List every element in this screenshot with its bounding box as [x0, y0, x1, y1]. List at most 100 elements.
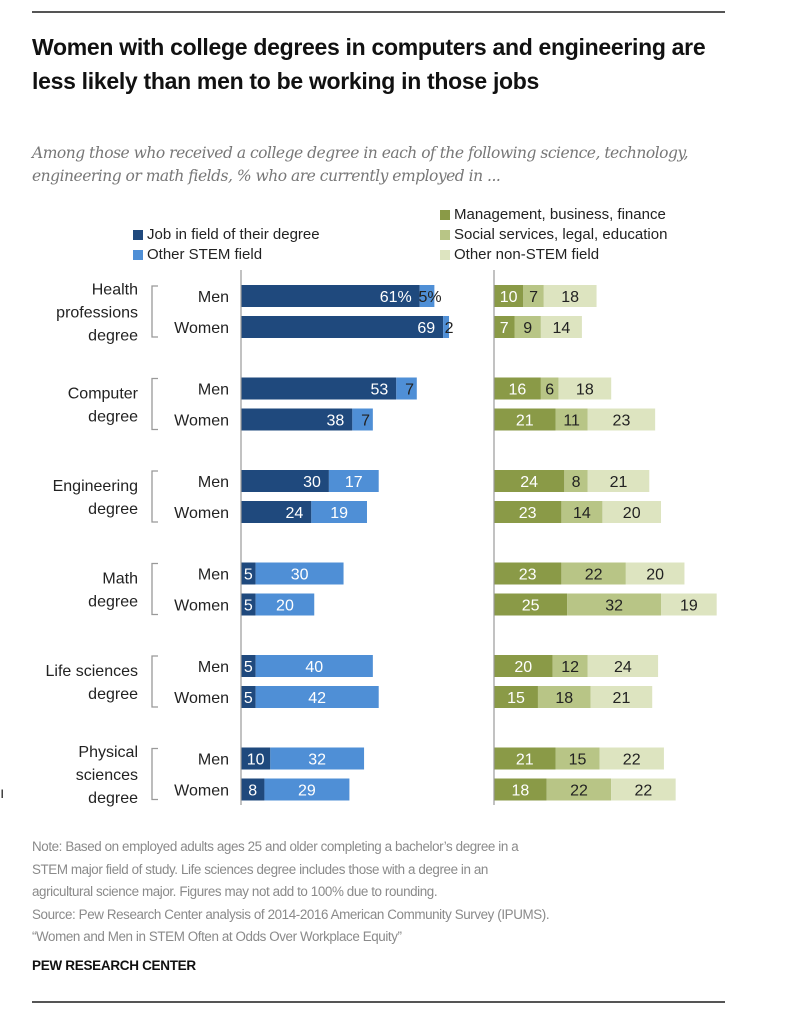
bar-segment: [241, 470, 329, 492]
bar-value-label: 40: [305, 659, 323, 676]
group-label-men: Men: [198, 289, 229, 306]
bar-segment: [587, 408, 656, 431]
group-label-men: Men: [198, 382, 229, 399]
bar-segment: [241, 501, 312, 523]
bar-value-label: 7: [529, 289, 538, 306]
bar-value-label: 22: [623, 752, 641, 769]
bar-segment: [352, 408, 373, 431]
brand-logo-text: PEW RESEARCH CENTER: [32, 958, 196, 973]
bar-value-label: 12: [561, 659, 579, 676]
bar-segment: [555, 747, 600, 770]
bar-segment: [494, 470, 565, 492]
bar-segment: [328, 470, 379, 492]
group-label-men: Men: [198, 659, 229, 676]
note-line: agricultural science major. Figures may …: [32, 884, 438, 899]
bar-value-label: 23: [519, 567, 537, 584]
bar-value-label: 25: [522, 598, 540, 615]
bar-segment: [396, 377, 417, 400]
category-label: Physical: [78, 744, 138, 761]
bar-value-label: 21: [516, 413, 534, 430]
bar-value-label: 19: [680, 598, 698, 615]
bar-value-label: 6: [545, 382, 554, 399]
bar-value-label: 16: [509, 382, 527, 399]
bar-value-label: 32: [308, 752, 326, 769]
bar-value-label: 32: [605, 598, 623, 615]
bar-segment: [543, 285, 597, 307]
bar-segment: [241, 747, 271, 770]
source-line: Source: Pew Research Center analysis of …: [32, 906, 550, 922]
bar-value-label: 17: [345, 474, 363, 491]
bar-segment: [552, 655, 588, 677]
bar-value-label: 69: [417, 320, 435, 337]
category-label: Life sciences: [46, 663, 139, 680]
bar-segment: [494, 501, 562, 523]
bar-value-label: 9: [523, 320, 532, 337]
bar-value-label: 30: [291, 567, 309, 584]
legend-item-other-non-stem: Other non-STEM field: [440, 245, 667, 265]
bar-value-label: 8: [248, 783, 257, 800]
bar-value-label: 5: [244, 567, 253, 584]
bar-segment: [255, 655, 373, 677]
bar-segment: [494, 747, 556, 770]
bar-value-label: 2: [445, 320, 454, 337]
top-rule: [32, 11, 725, 13]
legend-swatch: [440, 210, 450, 220]
bar-value-label: 21: [516, 752, 534, 769]
bar-value-label: 20: [623, 505, 641, 522]
bar-segment: [241, 285, 420, 307]
stacked-bar-chart: Health professions degree Men 61% 5% 10 7 18 Wome…: [46, 270, 717, 807]
bar-value-label: 23: [519, 505, 537, 522]
bar-segment: [241, 686, 256, 708]
stray-glyph: ı: [0, 785, 5, 802]
category-label: degree: [88, 409, 138, 426]
bar-segment: [587, 655, 659, 677]
bar-value-label: 53: [370, 382, 388, 399]
legend-item-other-stem: Other STEM field: [133, 245, 320, 265]
bar-segment: [546, 778, 612, 801]
note-line: Note: Based on employed adults ages 25 a…: [32, 839, 519, 854]
bar-segment: [561, 562, 626, 585]
category-label: degree: [88, 501, 138, 518]
legend-swatch: [133, 250, 143, 260]
bar-segment: [255, 686, 379, 708]
bottom-rule: [32, 1001, 725, 1003]
bar-value-label: 24: [614, 659, 632, 676]
bar-segment: [241, 655, 256, 677]
bar-segment: [241, 377, 397, 400]
bar-segment: [540, 316, 582, 338]
group-label-men: Men: [198, 567, 229, 584]
bar-segment: [611, 778, 676, 801]
bar-value-label: 7: [405, 382, 414, 399]
bar-value-label: 14: [573, 505, 591, 522]
bar-segment: [494, 408, 556, 431]
bar-value-label: 21: [613, 690, 631, 707]
category-label: Math: [102, 571, 138, 588]
bar-segment: [587, 470, 650, 492]
bar-segment: [241, 316, 444, 338]
legend-left: Job in field of their degree Other STEM …: [133, 225, 320, 265]
bar-value-label: 11: [563, 413, 580, 430]
bar-segment: [494, 686, 538, 708]
group-label-women: Women: [174, 505, 229, 522]
bar-value-label: 22: [635, 783, 653, 800]
legend-label: Management, business, finance: [454, 206, 666, 223]
note-line: STEM major field of study. Life sciences…: [32, 861, 488, 877]
bar-value-label: 42: [308, 690, 326, 707]
bar-value-label: 8: [572, 474, 581, 491]
bar-value-label: 24: [520, 474, 538, 491]
category-label: professions: [56, 305, 138, 322]
bar-segment: [599, 747, 664, 770]
bar-segment: [494, 562, 562, 585]
legend-label: Other STEM field: [147, 246, 263, 263]
legend-label: Job in field of their degree: [147, 226, 320, 243]
group-label-women: Women: [174, 690, 229, 707]
bar-value-label: 20: [514, 659, 532, 676]
legend-label: Social services, legal, education: [454, 226, 668, 243]
footnote: Note: Based on employed adults ages 25 a…: [32, 836, 732, 949]
bar-value-label: 10: [500, 289, 518, 306]
group-bracket: [151, 747, 158, 801]
bar-value-label: 38: [327, 413, 345, 430]
bar-segment: [494, 655, 553, 677]
bar-value-label: 7: [361, 413, 370, 430]
bar-segment: [264, 778, 350, 801]
